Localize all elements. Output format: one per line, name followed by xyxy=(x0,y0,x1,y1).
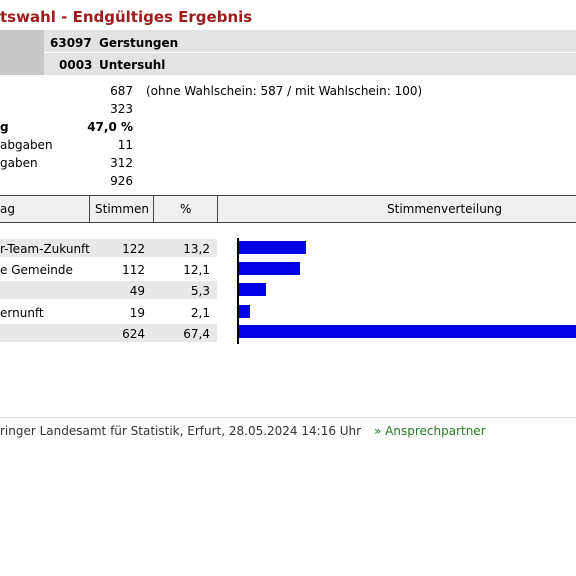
stat-note: (ohne Wahlschein: 587 / mit Wahlschein: … xyxy=(146,84,423,98)
footer-source: ringer Landesamt für Statistik, Erfurt, … xyxy=(0,424,362,438)
local-name: Untersuhl xyxy=(99,58,166,72)
stat-value: 323 xyxy=(110,102,133,116)
column-divider xyxy=(89,196,90,223)
vote-bar xyxy=(239,241,306,254)
table-row xyxy=(0,324,217,342)
district-name: Gerstungen xyxy=(99,36,179,50)
table-header-row xyxy=(0,196,576,222)
column-header-votes: Stimmen xyxy=(95,202,150,216)
column-header-name: ag xyxy=(0,202,15,216)
footer-divider xyxy=(0,417,576,418)
table-row xyxy=(0,239,217,257)
page-title: tswahl - Endgültiges Ergebnis xyxy=(0,8,253,26)
vote-bar xyxy=(239,262,301,275)
stat-label: abgaben xyxy=(0,138,53,152)
party-percent: 67,4 xyxy=(183,327,210,341)
chart-axis xyxy=(237,238,239,344)
vote-bar xyxy=(239,283,266,296)
header-divider xyxy=(44,52,576,53)
stat-label: gaben xyxy=(0,156,38,170)
column-header-distribution: Stimmenverteilung xyxy=(387,202,503,216)
stat-value: 926 xyxy=(110,174,133,188)
party-votes: 624 xyxy=(122,327,145,341)
stat-value: 11 xyxy=(117,138,133,152)
stat-value: 312 xyxy=(110,156,133,170)
local-code: 0003 xyxy=(59,58,93,72)
party-votes: 49 xyxy=(129,284,145,298)
party-votes: 112 xyxy=(122,263,145,277)
table-header-border xyxy=(0,222,576,223)
vote-bar xyxy=(239,325,576,338)
party-percent: 12,1 xyxy=(183,263,210,277)
header-left-cell xyxy=(0,30,44,75)
stat-value: 47,0 % xyxy=(87,120,133,134)
column-divider xyxy=(217,196,218,223)
contact-link[interactable]: » Ansprechpartner xyxy=(374,424,486,438)
vote-bar xyxy=(239,305,250,318)
party-name: ernunft xyxy=(0,306,44,320)
stat-label: g xyxy=(0,120,9,134)
party-name: e Gemeinde xyxy=(0,263,73,277)
district-code: 63097 xyxy=(50,36,92,50)
table-row xyxy=(0,281,217,299)
party-percent: 5,3 xyxy=(190,284,210,298)
column-header-percent: % xyxy=(180,202,192,216)
party-votes: 122 xyxy=(122,242,145,256)
party-percent: 13,2 xyxy=(183,242,210,256)
party-name: r-Team-Zukunft xyxy=(0,242,90,256)
party-votes: 19 xyxy=(129,306,145,320)
stat-value: 687 xyxy=(110,84,133,98)
column-divider xyxy=(153,196,154,223)
party-percent: 2,1 xyxy=(190,306,210,320)
table-top-border xyxy=(0,195,576,196)
